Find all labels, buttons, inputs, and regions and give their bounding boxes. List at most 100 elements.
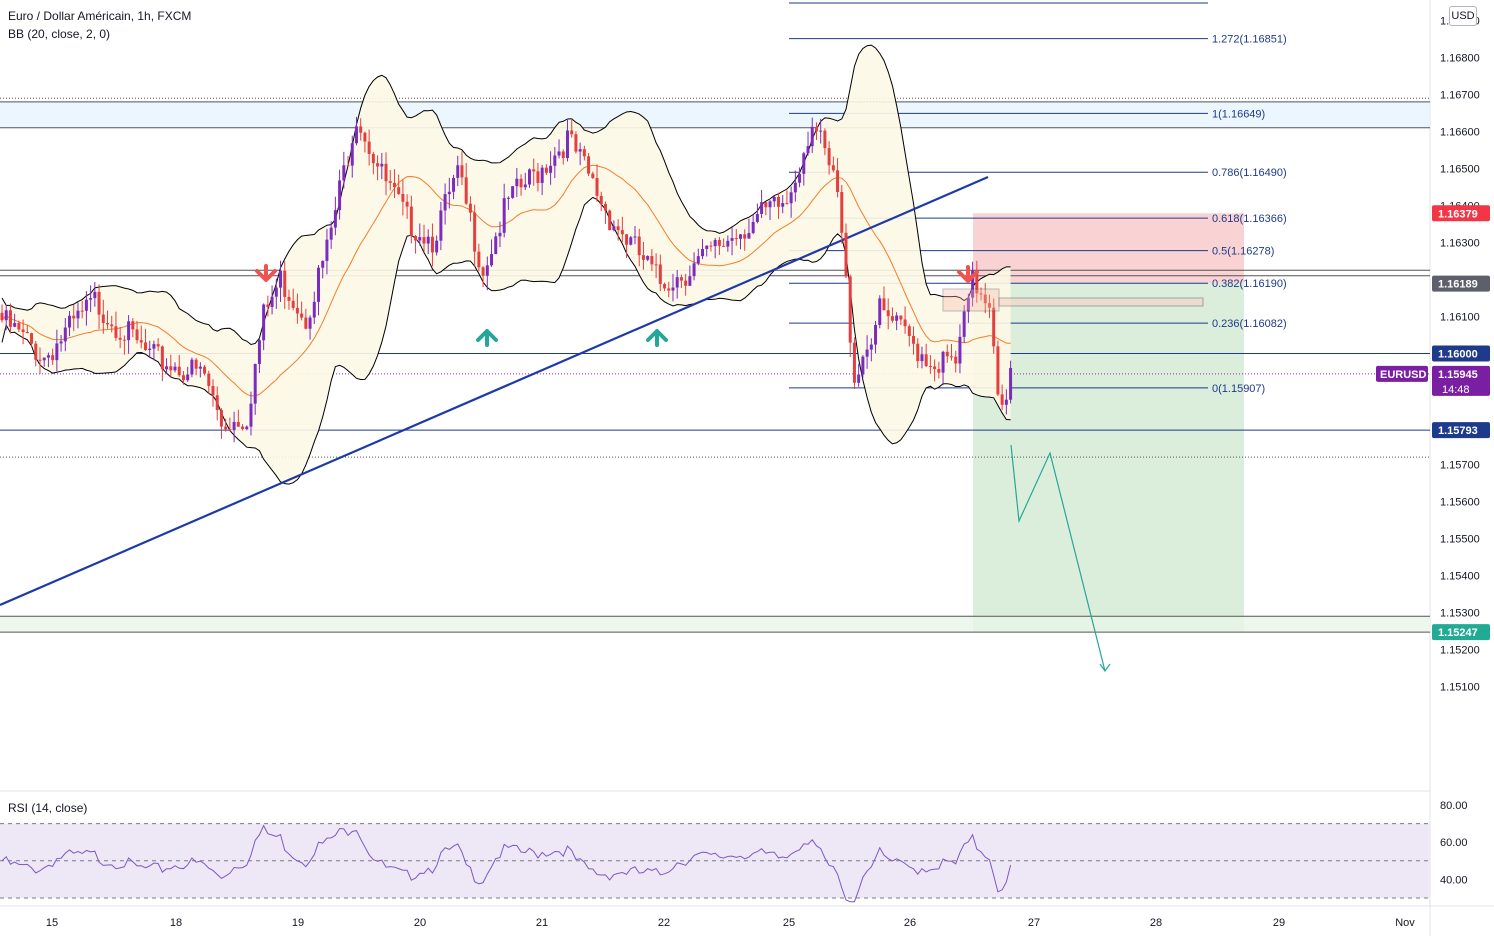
candle-body xyxy=(110,324,114,327)
candle-body xyxy=(857,374,861,383)
candle-body xyxy=(852,342,856,383)
candle-body xyxy=(481,267,485,276)
entry-zone-box xyxy=(942,288,1000,312)
candle-body xyxy=(354,126,358,144)
candle-body xyxy=(401,193,405,202)
candle-body xyxy=(139,340,143,343)
candle-body xyxy=(886,310,890,317)
candle-body xyxy=(671,287,675,291)
time-tick-label: 19 xyxy=(292,917,304,929)
candle-body xyxy=(42,357,46,361)
price-tick-label: 1.15700 xyxy=(1440,460,1480,472)
candle-body xyxy=(912,335,916,344)
candle-body xyxy=(751,221,755,234)
price-tag xyxy=(1432,345,1490,362)
candle-body xyxy=(338,180,342,211)
currency-button[interactable]: USD xyxy=(1449,6,1477,26)
candle-body xyxy=(646,256,650,260)
candle-body xyxy=(97,291,101,315)
candle-body xyxy=(996,346,1000,395)
candle-body xyxy=(844,232,848,277)
price-tag-label: 1.15247 xyxy=(1438,627,1478,639)
candle-body xyxy=(608,210,612,231)
candle-body xyxy=(203,366,207,374)
candle-body xyxy=(131,321,135,330)
candle-body xyxy=(907,326,911,336)
candle-body xyxy=(135,329,139,341)
candle-body xyxy=(1009,367,1013,400)
candle-body xyxy=(194,359,198,369)
candle-body xyxy=(317,267,320,302)
rsi-tick-label: 80.00 xyxy=(1440,800,1468,812)
candle-body xyxy=(950,356,953,358)
candle-body xyxy=(207,373,211,387)
price-tag xyxy=(1432,422,1490,439)
fib-label: 1.272(1.16851) xyxy=(1212,34,1287,46)
candle-body xyxy=(80,310,84,312)
candle-body xyxy=(350,143,354,166)
candle-body xyxy=(701,249,705,257)
candle-body xyxy=(840,192,844,233)
candle-body xyxy=(603,203,607,211)
candle-body xyxy=(916,343,920,362)
rsi-line xyxy=(1,824,1012,903)
candle-body xyxy=(692,263,696,277)
candle-body xyxy=(376,163,380,167)
price-tag xyxy=(1432,365,1490,396)
candle-body xyxy=(895,315,899,321)
candle-body xyxy=(1004,399,1008,405)
candle-body xyxy=(17,323,21,330)
fib-label: 0.618(1.16366) xyxy=(1212,213,1287,225)
candle-body xyxy=(224,426,228,430)
price-tag-label: 1.16000 xyxy=(1438,349,1478,361)
fib-label: 1(1.16649) xyxy=(1212,108,1265,120)
candle-body xyxy=(941,351,945,373)
resistance-zone xyxy=(0,101,1430,128)
candle-body xyxy=(295,307,299,314)
candle-body xyxy=(789,192,793,204)
fib-label: 0(1.15907) xyxy=(1212,383,1265,395)
candle-body xyxy=(861,356,865,375)
candle-body xyxy=(709,245,713,247)
candle-body xyxy=(755,213,759,222)
candle-body xyxy=(72,315,76,319)
candle-body xyxy=(675,277,679,288)
candle-body xyxy=(148,348,152,350)
candle-body xyxy=(160,346,164,370)
candle-body xyxy=(101,314,105,324)
candle-body xyxy=(869,344,873,350)
candle-body xyxy=(118,337,122,340)
candle-body xyxy=(409,206,413,237)
stop-loss-zone xyxy=(973,213,1244,284)
projection-path xyxy=(1010,444,1106,672)
bb-indicator-label: BB (20, close, 2, 0) xyxy=(8,27,111,41)
candle-body xyxy=(966,297,970,312)
candle-body xyxy=(262,304,266,341)
candle-body xyxy=(920,354,924,362)
candle-body xyxy=(713,239,717,247)
candle-body xyxy=(122,339,126,341)
candle-body xyxy=(30,333,34,344)
candle-body xyxy=(55,343,59,361)
candle-body xyxy=(325,239,329,261)
candle-body xyxy=(747,233,751,239)
candle-body xyxy=(13,323,17,327)
candle-body xyxy=(34,343,38,360)
candle-body xyxy=(46,355,50,358)
candle-body xyxy=(494,236,498,255)
candle-body xyxy=(924,354,928,367)
candle-body xyxy=(663,283,667,289)
price-tick-label: 1.16300 xyxy=(1440,238,1480,250)
candle-body xyxy=(342,165,346,181)
price-tag xyxy=(1432,275,1490,292)
candle-body xyxy=(679,277,683,281)
price-tick-label: 1.16100 xyxy=(1440,312,1480,324)
candle-body xyxy=(270,296,274,308)
candle-body xyxy=(443,194,447,211)
fib-label: 0.382(1.16190) xyxy=(1212,278,1287,290)
candle-body xyxy=(127,321,131,341)
candle-body xyxy=(388,181,392,183)
fib-label: 0.786(1.16490) xyxy=(1212,167,1287,179)
